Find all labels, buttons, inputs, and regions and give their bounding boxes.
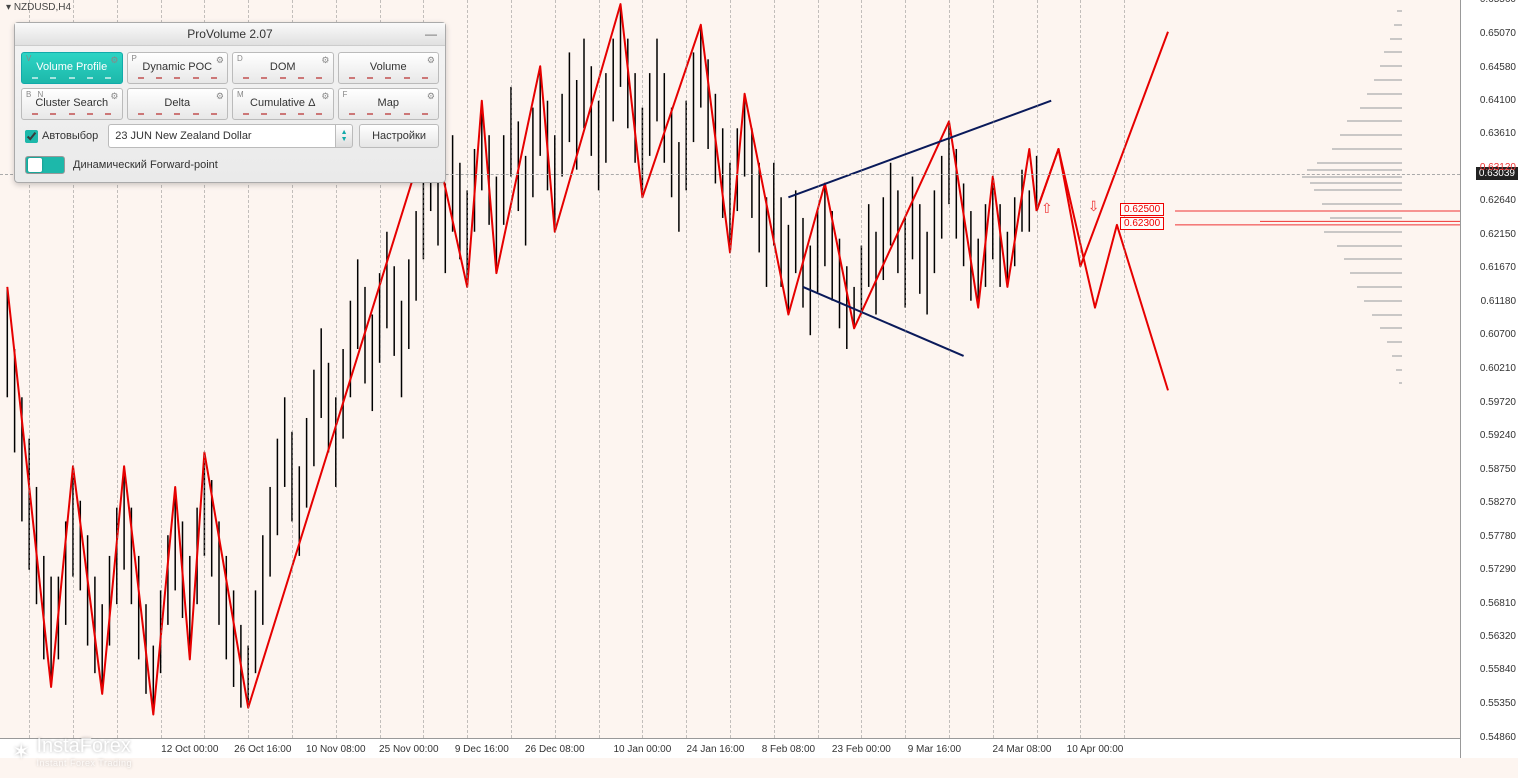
aux-price-label: 0.63120 — [1462, 162, 1516, 173]
y-axis: 0.65560 0.65070 0.64580 0.64100 0.63610 0.626… — [1460, 0, 1518, 758]
y-tick: 0.64580 — [1462, 62, 1516, 73]
x-tick: 24 Jan 16:00 — [686, 744, 744, 755]
y-tick: 0.59720 — [1462, 397, 1516, 408]
gear-icon[interactable]: ⚙ — [110, 55, 118, 66]
y-tick: 0.58270 — [1462, 497, 1516, 508]
autoselect-input[interactable] — [25, 130, 38, 143]
minimize-icon[interactable]: — — [425, 27, 437, 41]
toggle-row: Динамический Forward-point — [21, 154, 439, 176]
pv-btn-cluster-search[interactable]: B N⚙Cluster Search — [21, 88, 123, 120]
y-tick: 0.65560 — [1462, 0, 1516, 5]
gear-icon[interactable]: ⚙ — [427, 55, 435, 66]
settings-button[interactable]: Настройки — [359, 124, 439, 148]
y-tick: 0.63610 — [1462, 128, 1516, 139]
y-tick: 0.55350 — [1462, 698, 1516, 709]
panel-body: V⚙Volume ProfileP⚙Dynamic POCD⚙DOM⚙Volum… — [15, 46, 445, 182]
x-tick: 24 Mar 08:00 — [993, 744, 1052, 755]
y-tick: 0.56320 — [1462, 631, 1516, 642]
x-tick: 10 Nov 08:00 — [306, 744, 366, 755]
spinner-icon[interactable]: ▲▼ — [335, 124, 353, 148]
gear-icon[interactable]: ⚙ — [321, 91, 329, 102]
y-tick: 0.62640 — [1462, 195, 1516, 206]
control-row: Автовыбор 23 JUN New Zealand Dollar ▲▼ Н… — [21, 124, 439, 148]
instrument-select[interactable]: 23 JUN New Zealand Dollar ▲▼ — [108, 124, 353, 148]
x-tick: 9 Dec 16:00 — [455, 744, 509, 755]
volume-profile — [1282, 0, 1402, 758]
y-tick: 0.61670 — [1462, 262, 1516, 273]
y-tick: 0.60210 — [1462, 363, 1516, 374]
button-row-2: B N⚙Cluster Search⚙DeltaM⚙Cumulative ΔF⚙… — [21, 88, 439, 120]
watermark-brand: InstaForex — [36, 735, 130, 757]
y-tick: 0.58750 — [1462, 464, 1516, 475]
pv-btn-dynamic-poc[interactable]: P⚙Dynamic POC — [127, 52, 229, 84]
x-tick: 26 Dec 08:00 — [525, 744, 585, 755]
panel-titlebar[interactable]: ProVolume 2.07 — — [15, 23, 445, 46]
y-tick: 0.62150 — [1462, 229, 1516, 240]
pv-btn-volume[interactable]: ⚙Volume — [338, 52, 440, 84]
y-tick: 0.54860 — [1462, 732, 1516, 743]
provolume-panel[interactable]: ProVolume 2.07 — V⚙Volume ProfileP⚙Dynam… — [14, 22, 446, 183]
x-axis: 12 Oct 00:00 26 Oct 16:00 10 Nov 08:00 25 N… — [0, 738, 1460, 758]
arrow-up-icon: ⇧ — [1041, 200, 1053, 217]
autoselect-label: Автовыбор — [42, 130, 98, 142]
x-tick: 26 Oct 16:00 — [234, 744, 291, 755]
arrow-down-icon: ⇩ — [1088, 198, 1100, 215]
pv-btn-delta[interactable]: ⚙Delta — [127, 88, 229, 120]
price-level-2: 0.62300 — [1120, 217, 1164, 230]
y-tick: 0.56810 — [1462, 598, 1516, 609]
gear-icon[interactable]: ⚙ — [216, 91, 224, 102]
gear-icon[interactable]: ⚙ — [110, 91, 118, 102]
x-tick: 10 Apr 00:00 — [1067, 744, 1124, 755]
x-tick: 25 Nov 00:00 — [379, 744, 439, 755]
pv-btn-cumulative-[interactable]: M⚙Cumulative Δ — [232, 88, 334, 120]
pv-btn-dom[interactable]: D⚙DOM — [232, 52, 334, 84]
x-tick: 23 Feb 00:00 — [832, 744, 891, 755]
button-row-1: V⚙Volume ProfileP⚙Dynamic POCD⚙DOM⚙Volum… — [21, 52, 439, 84]
forward-point-label: Динамический Forward-point — [73, 159, 218, 171]
y-tick: 0.57290 — [1462, 564, 1516, 575]
symbol-label: NZDUSD,H4 — [6, 2, 71, 13]
x-tick: 12 Oct 00:00 — [161, 744, 218, 755]
gear-icon[interactable]: ⚙ — [216, 55, 224, 66]
watermark-tagline: Instant Forex Trading — [36, 758, 132, 768]
gear-icon[interactable]: ⚙ — [427, 91, 435, 102]
y-tick: 0.64100 — [1462, 95, 1516, 106]
y-tick: 0.59240 — [1462, 430, 1516, 441]
y-tick: 0.57780 — [1462, 531, 1516, 542]
x-tick: 8 Feb 08:00 — [762, 744, 815, 755]
price-level-1: 0.62500 — [1120, 203, 1164, 216]
y-tick: 0.55840 — [1462, 664, 1516, 675]
forward-point-toggle[interactable] — [25, 156, 65, 174]
watermark: ✶ InstaForex Instant Forex Trading — [12, 735, 132, 768]
y-tick: 0.60700 — [1462, 329, 1516, 340]
instrument-value: 23 JUN New Zealand Dollar — [108, 124, 335, 148]
autoselect-checkbox[interactable]: Автовыбор — [21, 126, 102, 147]
panel-title-text: ProVolume 2.07 — [187, 27, 272, 41]
pv-btn-volume-profile[interactable]: V⚙Volume Profile — [21, 52, 123, 84]
y-tick: 0.61180 — [1462, 296, 1516, 307]
pv-btn-map[interactable]: F⚙Map — [338, 88, 440, 120]
x-tick: 9 Mar 16:00 — [908, 744, 961, 755]
y-tick: 0.65070 — [1462, 28, 1516, 39]
watermark-icon: ✶ — [12, 739, 30, 765]
gear-icon[interactable]: ⚙ — [321, 55, 329, 66]
x-tick: 10 Jan 00:00 — [613, 744, 671, 755]
